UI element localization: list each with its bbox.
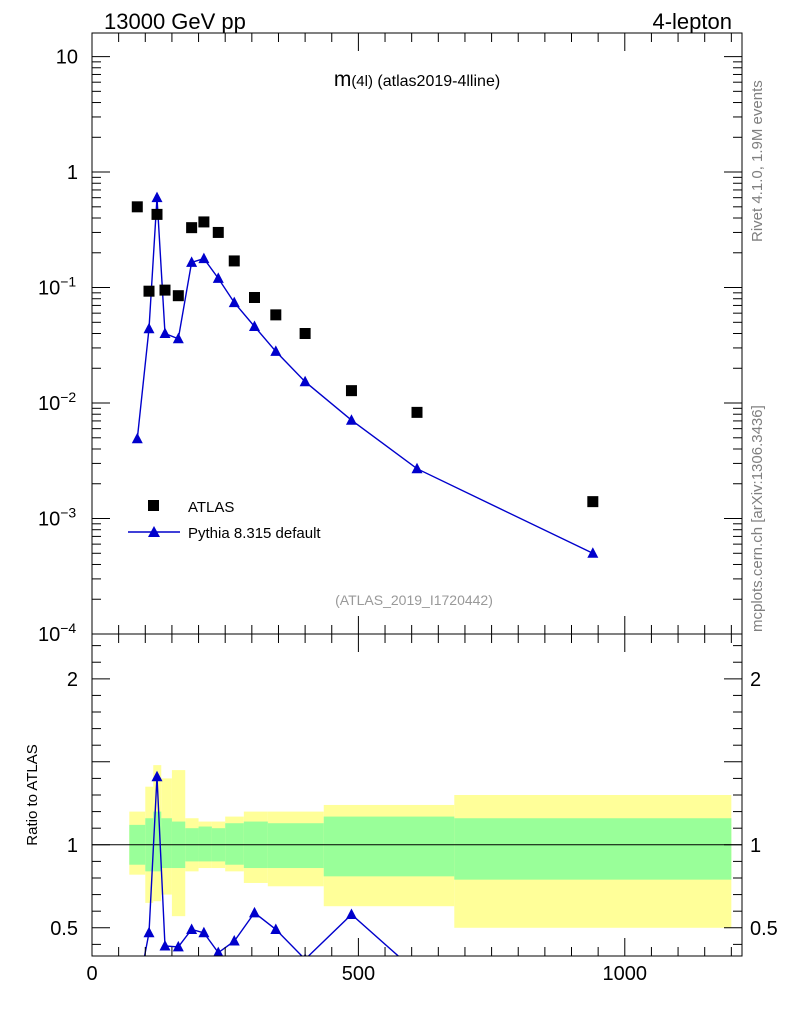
mc-prediction-point <box>151 191 163 203</box>
atlas-data-point <box>345 385 357 397</box>
ratio-mc-point <box>186 923 198 934</box>
uncertainty-band-inner-bin <box>198 826 212 862</box>
ratio-mc-point <box>143 926 155 938</box>
legend-mc-marker <box>148 526 160 537</box>
header-left-label: 13000 GeV pp <box>104 9 246 34</box>
atlas-data-point <box>299 328 311 339</box>
ratio-mc-point <box>213 946 224 956</box>
mc-prediction-point <box>143 322 155 334</box>
ratio-mc-point <box>151 770 163 782</box>
uncertainty-band-inner-bin <box>161 818 172 869</box>
atlas-data-point <box>198 216 210 228</box>
mc-prediction-markers <box>131 191 599 558</box>
uncertainty-band-inner <box>129 811 732 880</box>
legend: ATLAS Pythia 8.315 default <box>128 499 321 542</box>
ratio-plot-frame <box>91 633 743 957</box>
ratio-mc-point <box>198 926 210 938</box>
mc-prediction-point <box>411 462 423 474</box>
header-right-label: 4-lepton <box>652 9 732 34</box>
mc-prediction-point <box>228 296 240 308</box>
legend-mc-label: Pythia 8.315 default <box>188 525 321 542</box>
y-tick-label: 10 <box>56 47 78 69</box>
atlas-data-point <box>131 201 143 213</box>
atlas-data-point <box>228 255 240 267</box>
ratio-y-tick-label-right: 1 <box>750 835 761 857</box>
mc-prediction-point <box>270 345 282 356</box>
uncertainty-band-inner-bin <box>323 816 455 877</box>
mc-prediction-point <box>172 332 184 344</box>
x-tick-label: 0 <box>86 963 97 985</box>
atlas-data-markers <box>131 201 599 508</box>
atlas-data-point <box>212 226 224 238</box>
mc-prediction-point <box>198 252 210 264</box>
main-y-tick-labels: 10 1 10−1 10−2 10−3 10−4 <box>38 47 78 646</box>
ratio-y-tick-label: 1 <box>67 835 78 857</box>
uncertainty-band-inner-bin <box>454 818 732 880</box>
atlas-data-point <box>143 285 155 297</box>
x-tick-label: 1000 <box>603 963 648 985</box>
atlas-data-point <box>151 208 163 220</box>
ratio-y-tick-label: 0.5 <box>50 918 78 940</box>
y-tick-label: 10−4 <box>38 620 76 646</box>
ratio-mc-point <box>345 908 357 920</box>
uncertainty-band-inner-bin <box>153 811 162 872</box>
mc-prediction-point <box>131 432 143 444</box>
atlas-data-point <box>270 309 282 321</box>
mc-prediction-point <box>299 375 311 387</box>
y-tick-label: 1 <box>67 162 78 184</box>
main-plot-panel: 10 1 10−1 10−2 10−3 10−4 m(4l) (atlas2019-4ll… <box>38 32 743 646</box>
ratio-mc-markers <box>132 770 598 999</box>
ratio-mc-point <box>159 940 171 951</box>
analysis-watermark: (ATLAS_2019_I1720442) <box>335 592 493 608</box>
ratio-mc-point <box>412 967 423 978</box>
mc-prediction-point <box>345 414 357 425</box>
ratio-mc-point <box>587 972 598 983</box>
atlas-data-point <box>249 291 260 303</box>
ratio-y-tick-label: 2 <box>67 669 78 691</box>
mc-prediction-point <box>159 327 171 338</box>
ratio-plot-panel: 0.5 0.5 1 1 2 2 0 500 1000 Ratio to ATLAS <box>24 633 778 999</box>
x-tick-labels: 0 500 1000 <box>86 963 647 985</box>
ratio-y-tick-labels: 0.5 0.5 1 1 2 2 <box>50 669 778 940</box>
atlas-data-point <box>587 496 599 508</box>
mc-prediction-point <box>587 547 599 558</box>
ratio-mc-point <box>228 935 240 946</box>
legend-atlas-marker <box>148 500 159 511</box>
ratio-mc-point <box>172 940 184 952</box>
y-tick-label: 10−1 <box>38 274 76 300</box>
ratio-mc-point <box>270 923 282 934</box>
main-plot-title: m(4l) (atlas2019-4lline) <box>334 68 500 91</box>
y-tick-label: 10−2 <box>38 389 76 415</box>
y-tick-label: 10−3 <box>38 505 76 531</box>
uncertainty-band-inner-bin <box>225 823 244 865</box>
ratio-mc-point <box>132 988 143 999</box>
main-axis-ticks <box>91 33 742 635</box>
mc-prediction-point <box>186 256 198 267</box>
ratio-y-tick-label-right: 2 <box>750 669 761 691</box>
atlas-data-point <box>159 284 171 296</box>
uncertainty-band-inner-bin <box>267 823 324 869</box>
mcplots-site-label: mcplots.cern.ch [arXiv:1306.3436] <box>749 405 766 632</box>
legend-atlas-label: ATLAS <box>188 499 234 516</box>
ratio-mc-point <box>249 906 260 918</box>
main-plot-frame <box>91 32 743 635</box>
atlas-data-point <box>186 222 198 234</box>
mc-prediction-point <box>212 272 224 283</box>
ratio-y-tick-label-right: 0.5 <box>750 918 778 940</box>
mc-prediction-point <box>249 320 260 331</box>
atlas-data-point <box>411 406 423 418</box>
atlas-data-point <box>172 290 184 302</box>
x-tick-label: 500 <box>342 963 375 985</box>
rivet-version-label: Rivet 4.1.0, 1.9M events <box>749 80 766 242</box>
ratio-y-axis-label: Ratio to ATLAS <box>24 744 41 845</box>
ratio-axis-ticks <box>91 634 742 956</box>
